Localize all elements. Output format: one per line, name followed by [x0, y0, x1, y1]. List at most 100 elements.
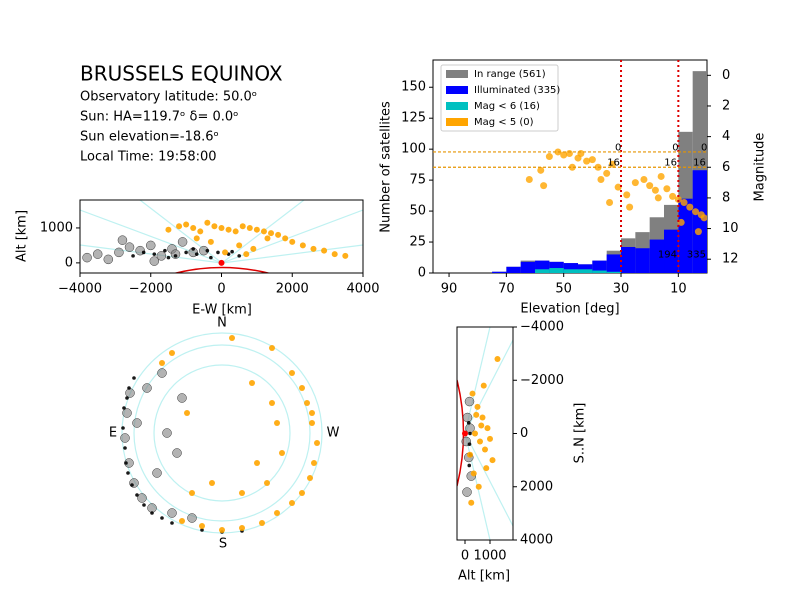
point [189, 490, 195, 496]
annotation: 0 [615, 142, 621, 153]
magnitude-point [603, 169, 611, 177]
point [259, 520, 265, 526]
point [199, 523, 205, 529]
magnitude-point [686, 203, 694, 211]
point [200, 528, 204, 532]
point [239, 490, 245, 496]
annotation: 0 [701, 142, 707, 153]
point [311, 460, 317, 466]
point [472, 430, 478, 437]
point [236, 242, 243, 249]
magnitude-point [608, 160, 616, 168]
ray [464, 432, 513, 527]
point [167, 508, 177, 518]
bar [535, 269, 550, 273]
magnitude-point [694, 228, 702, 236]
point [179, 518, 185, 524]
y2-tick-label: 10 [722, 221, 739, 236]
y-tick-label: 125 [401, 111, 426, 126]
annotation: 0 [672, 142, 678, 153]
alt-circle [133, 344, 311, 522]
y-axis-label: Number of satellites [379, 101, 394, 233]
y-tick-label: 2000 [520, 479, 553, 494]
point [274, 510, 280, 516]
direction-label: S [219, 537, 227, 552]
y-tick-label: 0 [65, 255, 73, 270]
point [282, 235, 289, 242]
annotation: 194 [658, 250, 677, 261]
annotation: 16 [693, 158, 706, 169]
point [470, 470, 477, 477]
magnitude-point [663, 185, 671, 193]
y2-axis-label: Magnitude [753, 133, 768, 202]
magnitude-point [646, 182, 654, 190]
y2-tick-label: 2 [722, 98, 730, 113]
ray [221, 244, 363, 264]
point [466, 421, 471, 425]
bar [692, 170, 707, 273]
point [183, 221, 190, 228]
x-tick-label: 2000 [276, 282, 309, 297]
point [197, 228, 204, 235]
point [163, 248, 167, 253]
point [184, 410, 190, 416]
bar [506, 266, 521, 273]
legend-label: In range (561) [474, 69, 546, 80]
magnitude-point [606, 199, 614, 207]
point [487, 435, 493, 442]
ray [139, 200, 223, 264]
point [156, 251, 167, 261]
point [124, 242, 135, 252]
point [218, 224, 225, 231]
point [479, 414, 486, 421]
point [177, 393, 187, 403]
y-axis-label: Alt [km] [15, 210, 30, 262]
plot-area [120, 335, 320, 534]
magnitude-point [654, 194, 662, 202]
info-line: Sun: HA=119.7ᵒ δ= 0.0ᵒ [80, 110, 239, 125]
point [150, 511, 154, 515]
point [475, 483, 482, 490]
legend-swatch [446, 86, 468, 94]
annotation: 16 [607, 158, 620, 169]
point [467, 463, 472, 468]
point [225, 226, 232, 233]
point [342, 252, 349, 259]
point [219, 527, 225, 533]
info-line: Local Time: 19:58:00 [80, 150, 217, 165]
point [130, 483, 134, 487]
point [489, 457, 496, 464]
y-tick-label: 1000 [40, 220, 73, 235]
point [304, 400, 310, 406]
point [194, 252, 199, 256]
point [184, 250, 188, 255]
point [243, 251, 250, 258]
magnitude-point [588, 156, 596, 164]
legend-box [440, 64, 559, 132]
point [462, 412, 473, 423]
point [309, 410, 315, 416]
magnitude-point [565, 149, 573, 157]
point [274, 420, 280, 426]
y-tick-label: 0 [520, 426, 528, 441]
point [103, 254, 114, 265]
point [122, 408, 132, 418]
point [191, 247, 195, 251]
y-tick-label: 100 [401, 142, 426, 157]
point [482, 446, 488, 453]
point [222, 249, 229, 256]
point [126, 471, 130, 475]
point [239, 223, 246, 230]
bar [664, 229, 679, 273]
bar [592, 260, 607, 273]
x-tick-label: −2000 [129, 282, 173, 297]
magnitude-point [680, 199, 688, 207]
bar [635, 248, 650, 273]
point [232, 228, 239, 235]
point [211, 223, 218, 230]
point [124, 461, 128, 465]
point [205, 248, 210, 253]
point [464, 396, 475, 407]
magnitude-point [525, 176, 533, 184]
point [123, 446, 127, 450]
